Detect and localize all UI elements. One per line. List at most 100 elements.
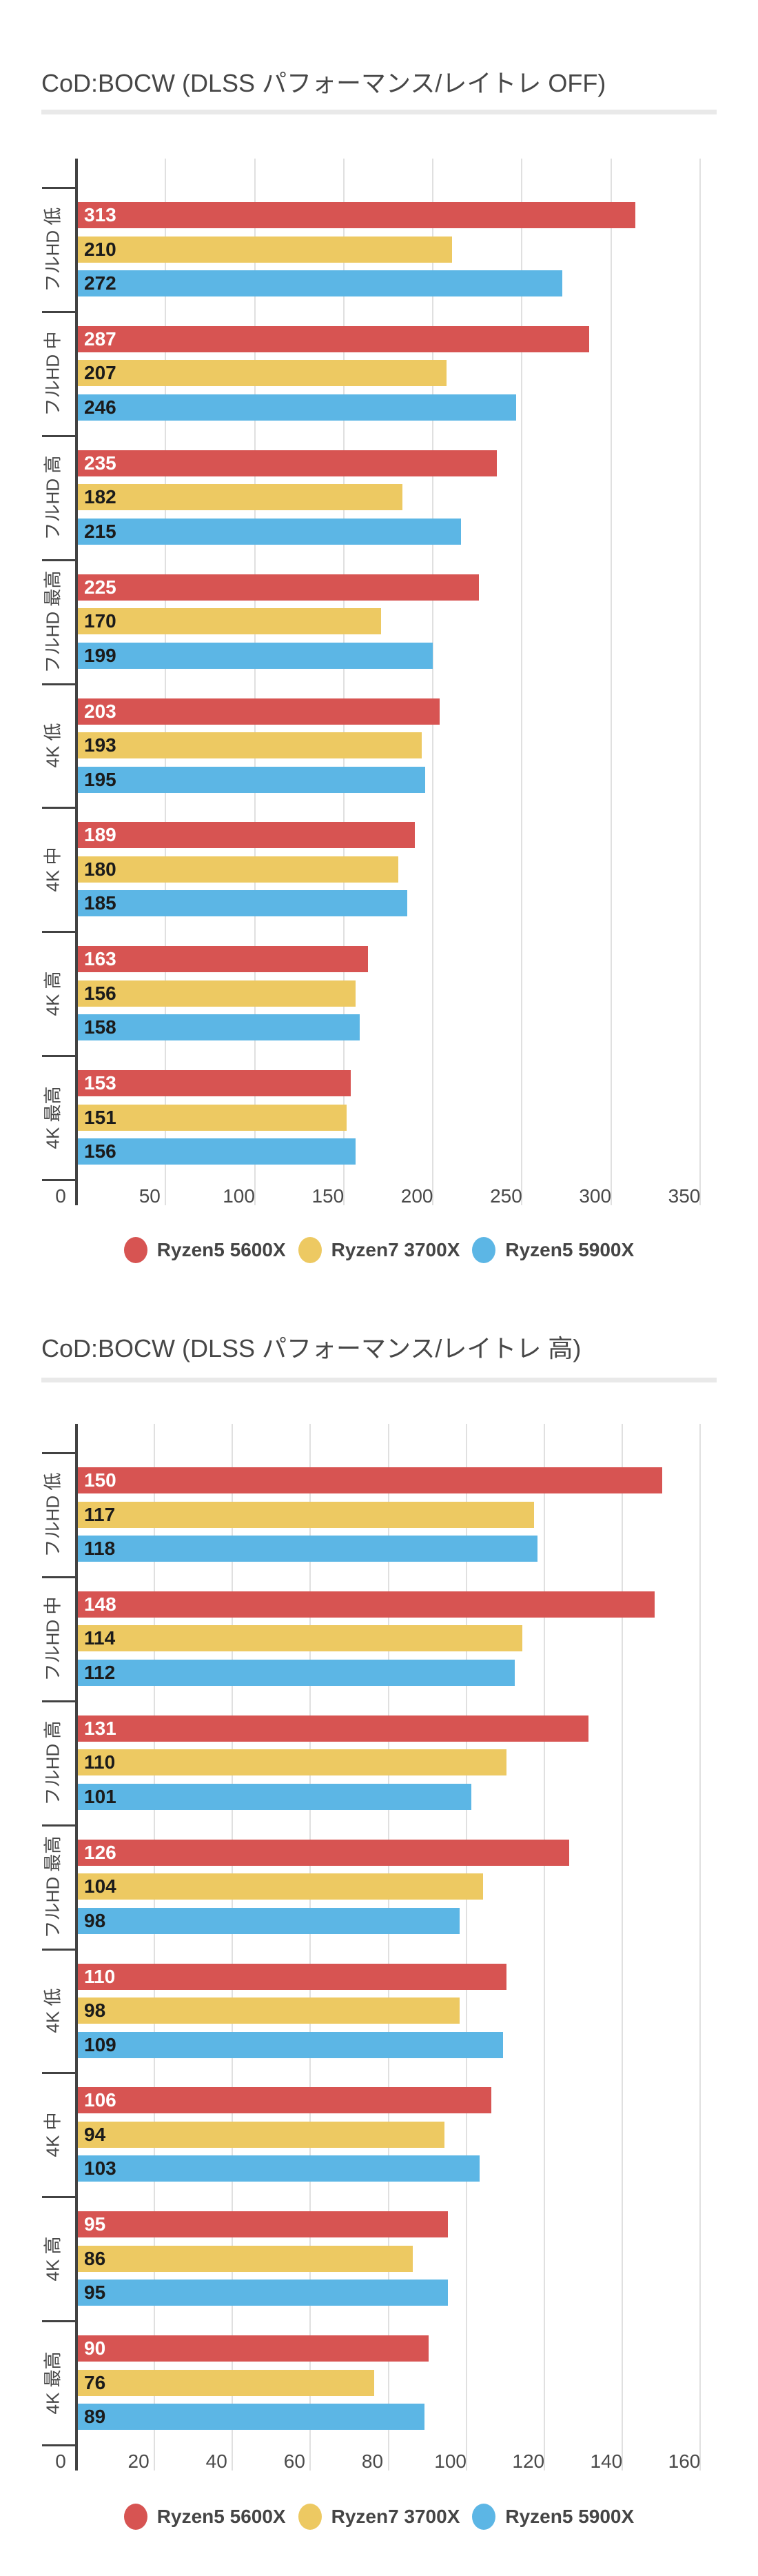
chart-title: CoD:BOCW (DLSS パフォーマンス/レイトレ 高)	[41, 1334, 582, 1362]
x-axis-label: 140	[590, 2451, 623, 2472]
gridline	[610, 159, 612, 1205]
bar-value-label: 215	[84, 520, 116, 542]
category-tick	[42, 1179, 76, 1181]
gridline	[165, 159, 167, 1205]
bar: 98	[78, 1998, 460, 2024]
category-label: フルHD 中	[42, 331, 63, 416]
category-label-wrap: 4K 最高	[28, 2321, 76, 2445]
category-row: 4K 最高 90 76 89	[0, 2321, 758, 2445]
category-label: 4K 高	[42, 2236, 63, 2282]
category-tick	[42, 1948, 76, 1951]
legend-label: Ryzen5 5900X	[505, 1239, 635, 1260]
category-tick	[42, 434, 76, 437]
category-label: フルHD 最高	[42, 570, 63, 673]
x-axis-label: 60	[283, 2451, 305, 2472]
legend-item: Ryzen5 5600X	[123, 2504, 286, 2530]
category-label: 4K 中	[42, 2112, 63, 2157]
bar: 90	[78, 2335, 429, 2362]
title-divider	[41, 110, 717, 114]
bar-value-label: 98	[84, 2000, 106, 2021]
category-label-wrap: 4K 中	[28, 807, 76, 932]
category-tick	[42, 683, 76, 685]
bar-value-label: 153	[84, 1072, 116, 1094]
bar-value-label: 103	[84, 2157, 116, 2180]
bar-value-label: 199	[84, 644, 116, 666]
bar: 101	[78, 1783, 471, 1810]
category-label: フルHD 最高	[42, 1835, 63, 1938]
gridline	[521, 159, 523, 1205]
category-label: フルHD 高	[42, 455, 63, 541]
category-row: フルHD 最高 225 170 199	[0, 560, 758, 684]
legend-item: Ryzen7 3700X	[298, 1237, 460, 1263]
bar-value-label: 156	[84, 1140, 116, 1163]
chart-legend: Ryzen5 5600X Ryzen7 3700X Ryzen5 5900X	[0, 2502, 758, 2532]
bar-value-label: 210	[84, 238, 116, 260]
bar-value-label: 180	[84, 858, 116, 880]
category-label-wrap: フルHD 高	[28, 1701, 76, 1825]
bar: 148	[78, 1591, 655, 1618]
x-axis-label: 100	[434, 2451, 467, 2472]
bar: 114	[78, 1625, 522, 1652]
category-row: 4K 高 163 156 158	[0, 932, 758, 1056]
gridline	[254, 159, 256, 1205]
bar-value-label: 156	[84, 982, 116, 1004]
legend-item: Ryzen5 5900X	[472, 2504, 634, 2530]
category-row: フルHD 中 287 207 246	[0, 312, 758, 436]
category-tick	[42, 931, 76, 934]
bar: 150	[78, 1467, 662, 1493]
bar-value-label: 225	[84, 576, 116, 598]
bar-value-label: 150	[84, 1469, 116, 1491]
bar: 94	[78, 2121, 444, 2148]
category-label-wrap: フルHD 最高	[28, 1825, 76, 1949]
bar: 180	[78, 856, 398, 883]
gridline	[699, 1424, 701, 2471]
legend-label: Ryzen5 5600X	[156, 2506, 286, 2527]
bar: 156	[78, 980, 356, 1007]
bar: 106	[78, 2087, 491, 2114]
category-tick	[42, 2320, 76, 2323]
category-label-wrap: 4K 最高	[28, 1056, 76, 1180]
category-row: 4K 低 110 98 109	[0, 1949, 758, 2073]
category-row: 4K 中 189 180 185	[0, 807, 758, 932]
category-tick	[42, 187, 76, 189]
x-axis-label: 350	[668, 1185, 701, 1207]
bar-value-label: 182	[84, 486, 116, 508]
bar-value-label: 195	[84, 768, 116, 790]
category-tick	[42, 807, 76, 809]
bar-value-label: 104	[84, 1875, 116, 1898]
category-label-wrap: 4K 低	[28, 684, 76, 808]
category-tick	[42, 1452, 76, 1454]
bar-value-label: 95	[84, 2213, 106, 2235]
category-label-wrap: フルHD 低	[28, 188, 76, 312]
bar-value-label: 170	[84, 610, 116, 632]
bar: 193	[78, 732, 422, 758]
bar: 313	[78, 202, 635, 228]
category-label: 4K 最高	[42, 1086, 63, 1149]
bar-value-label: 110	[84, 1965, 116, 1987]
bar: 109	[78, 2031, 503, 2058]
legend-item: Ryzen7 3700X	[298, 2504, 460, 2530]
category-tick	[42, 2072, 76, 2075]
category-label: フルHD 中	[42, 1596, 63, 1682]
category-tick	[42, 2196, 76, 2199]
x-axis-label: 50	[139, 1185, 161, 1207]
category-label: フルHD 低	[42, 1472, 63, 1558]
bar: 118	[78, 1536, 537, 1562]
bar: 95	[78, 2280, 448, 2306]
bar: 110	[78, 1963, 506, 1990]
category-tick	[42, 559, 76, 561]
legend-label: Ryzen5 5600X	[156, 1239, 286, 1260]
bar: 207	[78, 360, 447, 387]
legend-label: Ryzen7 3700X	[331, 2506, 460, 2527]
legend-item: Ryzen5 5900X	[472, 1237, 634, 1263]
bar: 210	[78, 236, 452, 263]
gridline	[699, 159, 701, 1205]
x-axis-label: 150	[311, 1185, 345, 1207]
category-row: フルHD 高 235 182 215	[0, 436, 758, 560]
category-row: 4K 高 95 86 95	[0, 2197, 758, 2321]
bar: 95	[78, 2211, 448, 2238]
bar-value-label: 90	[84, 2337, 106, 2359]
category-row: 4K 低 203 193 195	[0, 684, 758, 808]
x-axis-label: 120	[512, 2451, 545, 2472]
bar-value-label: 287	[84, 328, 116, 350]
